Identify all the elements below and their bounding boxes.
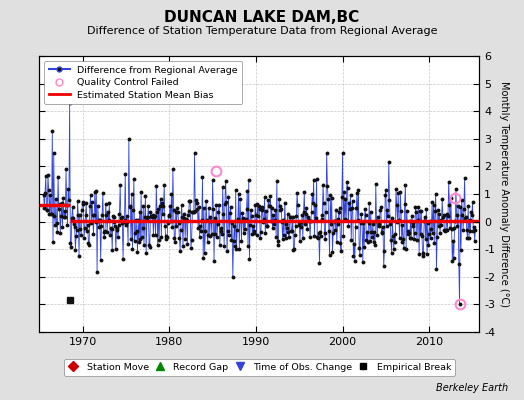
Text: DUNCAN LAKE DAM,BC: DUNCAN LAKE DAM,BC — [165, 10, 359, 25]
Text: Berkeley Earth: Berkeley Earth — [436, 383, 508, 393]
Text: Difference of Station Temperature Data from Regional Average: Difference of Station Temperature Data f… — [87, 26, 437, 36]
Y-axis label: Monthly Temperature Anomaly Difference (°C): Monthly Temperature Anomaly Difference (… — [499, 81, 509, 307]
Legend: Station Move, Record Gap, Time of Obs. Change, Empirical Break: Station Move, Record Gap, Time of Obs. C… — [64, 359, 455, 376]
